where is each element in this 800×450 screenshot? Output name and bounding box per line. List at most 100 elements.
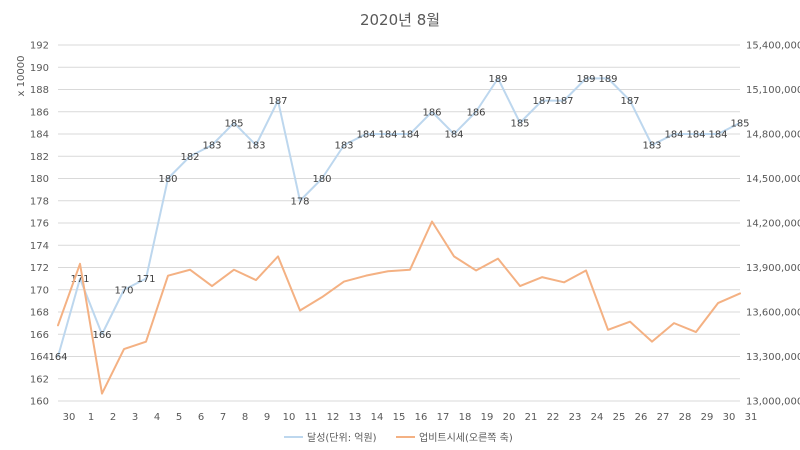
data-label: 186 [422,107,441,118]
y-tick-label-right: 13,000,000 [746,397,800,408]
y-tick-label-left: 182 [30,152,49,163]
legend: 달성(단위: 억원) 업비트시세(오른쪽 축) [284,431,513,444]
x-tick-label: 27 [657,412,670,423]
x-tick-label: 21 [525,412,538,423]
y-tick-label-left: 184 [30,130,49,141]
data-label: 183 [334,141,353,152]
y-tick-label-right: 14,500,000 [746,174,800,185]
x-tick-label: 10 [283,412,296,423]
data-label: 186 [466,107,485,118]
data-label: 187 [268,96,287,107]
y-tick-label-left: 168 [30,308,49,319]
x-tick-label: 29 [701,412,714,423]
data-label: 178 [290,196,309,207]
y-tick-label-left: 186 [30,107,49,118]
y-tick-label-left: 162 [30,374,49,385]
data-label: 189 [576,74,595,85]
x-tick-label: 8 [242,412,248,423]
y-tick-label-left: 180 [30,174,49,185]
series-group: 1641711661701711801821831851831871781801… [48,74,750,395]
y-tick-label-left: 192 [30,41,49,52]
data-label: 182 [180,152,199,163]
y-tick-label-left: 178 [30,196,49,207]
data-label: 184 [378,130,397,141]
x-tick-label: 19 [481,412,494,423]
x-tick-label: 24 [591,412,604,423]
data-label: 180 [312,174,331,185]
x-tick-label: 31 [745,412,758,423]
series-line-upbit-price [57,220,741,395]
data-label: 187 [532,96,551,107]
y-tick-label-left: 174 [30,241,49,252]
y-tick-label-left: 176 [30,219,49,230]
series-line-achievement [57,77,741,358]
data-label: 184 [708,130,727,141]
data-label: 187 [620,96,639,107]
x-tick-label: 28 [679,412,692,423]
y-tick-label-right: 13,900,000 [746,263,800,274]
y-tick-label-right: 14,200,000 [746,219,800,230]
chart-title: 2020년 8월 [360,11,440,29]
x-tick-label: 23 [569,412,582,423]
legend-label-upbit-price: 업비트시세(오른쪽 축) [419,431,513,444]
x-tick-label: 18 [459,412,472,423]
data-label: 184 [664,130,683,141]
data-label: 170 [114,285,133,296]
x-tick-label: 12 [327,412,340,423]
x-tick-label: 11 [305,412,318,423]
legend-label-achievement: 달성(단위: 억원) [307,431,377,444]
x-tick-label: 2 [110,412,116,423]
x-tick-label: 20 [503,412,516,423]
x-tick-label: 26 [635,412,648,423]
y-axis-unit-label: x 10000 [16,56,27,97]
x-tick-label: 30 [723,412,736,423]
data-label: 189 [488,74,507,85]
y-tick-label-left: 166 [30,330,49,341]
y-tick-label-left: 160 [30,397,49,408]
data-label: 183 [202,141,221,152]
x-tick-label: 15 [393,412,406,423]
x-tick-label: 22 [547,412,560,423]
data-label: 183 [246,141,265,152]
y-tick-label-left: 190 [30,63,49,74]
data-label: 183 [642,141,661,152]
x-tick-label: 4 [154,412,160,423]
x-tick-label: 30 [63,412,76,423]
x-tick-label: 5 [176,412,182,423]
x-tick-label: 3 [132,412,138,423]
x-tick-label: 13 [349,412,362,423]
x-tick-label: 25 [613,412,626,423]
data-label: 185 [510,118,529,129]
data-label: 185 [224,118,243,129]
y-tick-label-right: 15,100,000 [746,85,800,96]
data-label: 189 [598,74,617,85]
x-tick-label: 14 [371,412,384,423]
x-tick-label: 6 [198,412,204,423]
data-label: 187 [554,96,573,107]
x-tick-label: 7 [220,412,226,423]
y-tick-label-left: 188 [30,85,49,96]
data-label: 166 [92,330,111,341]
y-tick-label-left: 164 [30,352,49,363]
y-tick-label-left: 172 [30,263,49,274]
data-label: 184 [444,130,463,141]
data-label: 185 [730,118,749,129]
x-tick-label: 16 [415,412,428,423]
x-tick-label: 1 [88,412,94,423]
data-label: 184 [686,130,705,141]
x-tick-label: 9 [264,412,270,423]
x-tick-label: 17 [437,412,450,423]
y-tick-label-right: 15,400,000 [746,41,800,52]
y-tick-label-right: 14,800,000 [746,130,800,141]
data-label: 164 [48,352,67,363]
y-tick-label-right: 13,300,000 [746,352,800,363]
data-label: 180 [158,174,177,185]
x-axis: 30 1 2 3 4 5 6 7 8 9 10 11 12 13 14 15 16 17 18 19 20 21 22 23 2… [63,412,758,423]
data-label: 184 [356,130,375,141]
y-tick-label-left: 170 [30,285,49,296]
y-tick-label-right: 13,600,000 [746,308,800,319]
data-label: 171 [70,274,89,285]
y-axis-right: 13,000,000 13,300,000 13,600,000 13,900,000… [746,41,800,408]
data-label: 184 [400,130,419,141]
